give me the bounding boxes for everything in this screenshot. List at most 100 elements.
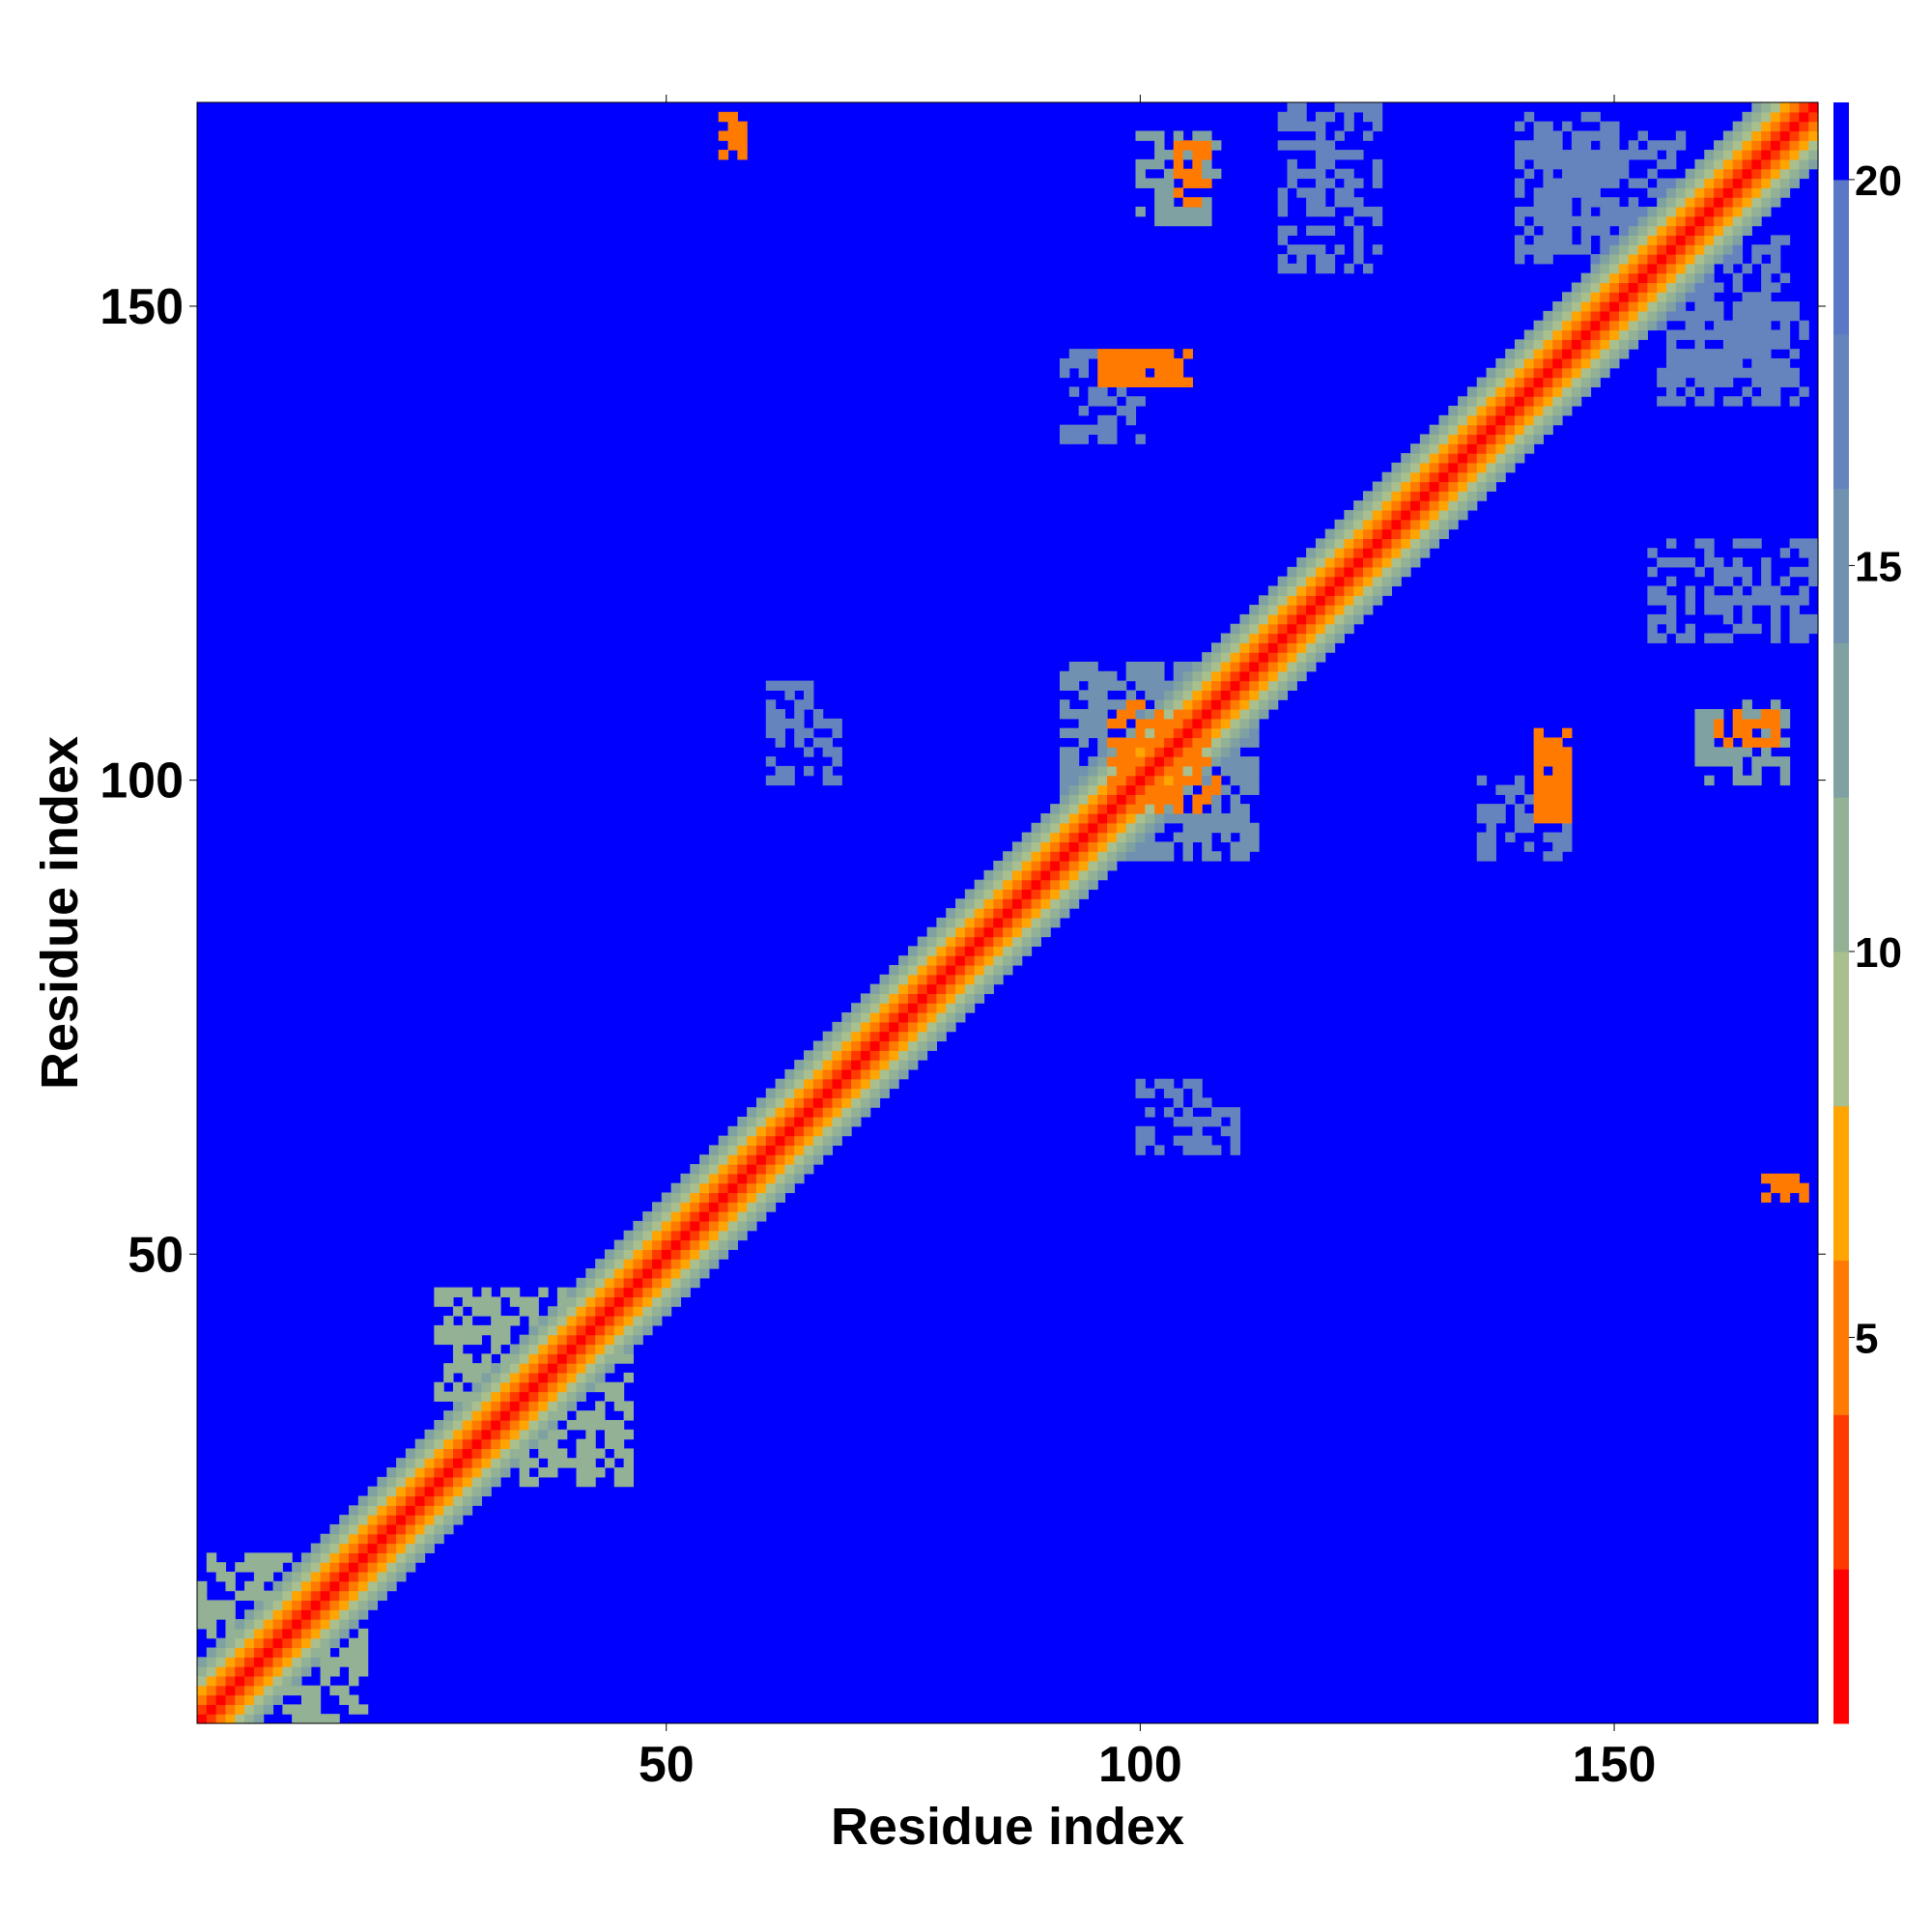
- heatmap-cell: [1391, 500, 1402, 511]
- heatmap-cell: [225, 1619, 236, 1630]
- heatmap-cell: [414, 1543, 426, 1553]
- heatmap-cell: [680, 1211, 691, 1222]
- heatmap-cell: [1239, 727, 1250, 739]
- heatmap-cell: [1173, 1088, 1184, 1098]
- heatmap-cell: [1097, 386, 1108, 397]
- heatmap-cell: [1458, 434, 1468, 444]
- heatmap-cell: [538, 1467, 549, 1478]
- heatmap-cell: [1742, 197, 1752, 208]
- heatmap-cell: [1742, 111, 1752, 123]
- heatmap-cell: [1732, 367, 1744, 379]
- heatmap-cell: [1249, 718, 1260, 729]
- heatmap-cell: [1751, 538, 1762, 549]
- heatmap-cell: [1088, 349, 1098, 359]
- heatmap-cell: [500, 1438, 511, 1450]
- heatmap-cell: [1742, 566, 1752, 578]
- heatmap-cell: [604, 1363, 615, 1374]
- heatmap-cell: [1239, 804, 1250, 814]
- heatmap-cell: [1789, 121, 1800, 132]
- heatmap-cell: [548, 1391, 558, 1402]
- heatmap-cell: [1344, 187, 1354, 198]
- heatmap-cell: [244, 1628, 255, 1639]
- heatmap-cell: [974, 964, 985, 976]
- heatmap-cell: [1306, 633, 1317, 643]
- heatmap-cell: [1135, 775, 1146, 786]
- heatmap-cell: [1704, 357, 1715, 369]
- heatmap-cell: [1618, 215, 1630, 227]
- heatmap-cell: [1344, 595, 1354, 606]
- heatmap-cell: [1571, 168, 1582, 180]
- heatmap-cell: [1647, 254, 1658, 265]
- heatmap-cell: [320, 1619, 330, 1630]
- heatmap-cell: [528, 1334, 539, 1346]
- heatmap-cell: [566, 1287, 578, 1298]
- heatmap-cell: [1533, 140, 1545, 151]
- heatmap-cell: [708, 1259, 720, 1269]
- heatmap-cell: [1665, 396, 1677, 407]
- heatmap-cell: [349, 1505, 359, 1516]
- heatmap-cell: [1694, 235, 1705, 245]
- heatmap-cell: [1372, 178, 1383, 188]
- heatmap-cell: [1742, 206, 1752, 217]
- heatmap-cell: [1220, 832, 1232, 842]
- heatmap-cell: [1107, 367, 1118, 379]
- heatmap-cell: [1751, 292, 1762, 302]
- heatmap-cell: [548, 1381, 558, 1393]
- colorbar-segment: [1833, 797, 1849, 952]
- heatmap-cell: [661, 1287, 672, 1298]
- heatmap-cell: [1391, 528, 1402, 539]
- heatmap-cell: [661, 1259, 672, 1269]
- heatmap-cell: [708, 1182, 720, 1194]
- heatmap-cell: [1259, 690, 1269, 700]
- heatmap-cell: [1230, 633, 1241, 643]
- x-tick-label: 50: [639, 1737, 695, 1793]
- heatmap-cell: [1116, 367, 1127, 379]
- heatmap-cell: [1751, 158, 1762, 170]
- heatmap-cell: [1628, 235, 1639, 245]
- heatmap-cell: [1173, 158, 1184, 170]
- heatmap-cell: [566, 1391, 578, 1402]
- heatmap-cell: [253, 1600, 265, 1610]
- heatmap-cell: [879, 1031, 890, 1042]
- heatmap-cell: [623, 1277, 634, 1289]
- heatmap-cell: [396, 1523, 407, 1535]
- heatmap-cell: [1182, 1078, 1193, 1090]
- heatmap-cell: [1486, 453, 1496, 464]
- heatmap-cell: [1154, 150, 1165, 160]
- heatmap-cell: [1458, 500, 1468, 511]
- heatmap-cell: [680, 1249, 691, 1260]
- heatmap-cell: [1210, 709, 1222, 720]
- heatmap-cell: [1514, 822, 1525, 834]
- heatmap-cell: [481, 1296, 492, 1307]
- heatmap-cell: [1182, 747, 1193, 757]
- heatmap-cell: [1088, 812, 1098, 824]
- heatmap-cell: [462, 1467, 473, 1478]
- heatmap-cell: [1552, 377, 1563, 387]
- heatmap-cell: [946, 946, 956, 956]
- heatmap-cell: [1125, 367, 1137, 379]
- heatmap-cell: [1202, 178, 1212, 188]
- heatmap-cell: [784, 1154, 795, 1165]
- heatmap-cell: [946, 1003, 956, 1013]
- heatmap-cell: [405, 1476, 416, 1488]
- heatmap-cell: [1448, 434, 1459, 444]
- heatmap-cell: [1182, 140, 1193, 151]
- heatmap-cell: [235, 1675, 245, 1687]
- heatmap-cell: [300, 1657, 312, 1667]
- heatmap-cell: [841, 1088, 852, 1098]
- heatmap-cell: [889, 1031, 899, 1042]
- heatmap-cell: [1618, 349, 1630, 359]
- heatmap-cell: [1068, 349, 1080, 359]
- heatmap-cell: [197, 1704, 208, 1715]
- heatmap-cell: [1657, 377, 1667, 387]
- heatmap-cell: [1600, 357, 1610, 369]
- heatmap-cell: [1751, 310, 1762, 322]
- heatmap-cell: [386, 1523, 397, 1535]
- heatmap-cell: [1732, 244, 1744, 255]
- heatmap-cell: [604, 1277, 615, 1289]
- heatmap-cell: [1770, 102, 1781, 113]
- heatmap-cell: [1533, 206, 1545, 217]
- heatmap-cell: [1751, 150, 1762, 160]
- heatmap-cell: [1761, 377, 1772, 387]
- heatmap-cell: [1097, 680, 1108, 691]
